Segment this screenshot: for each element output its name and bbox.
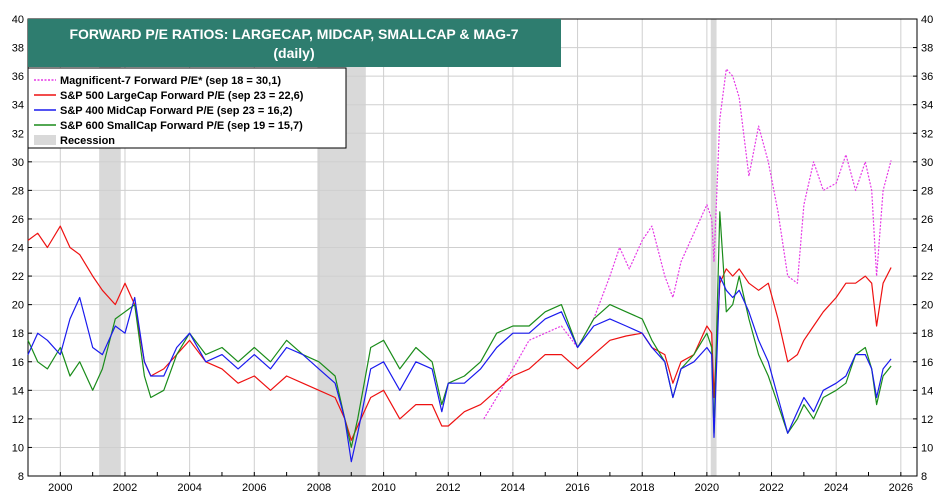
y-tick-label-right-32: 32 <box>921 128 933 140</box>
x-tick-label-2004: 2004 <box>177 482 201 494</box>
legend-label-recession: Recession <box>60 135 115 147</box>
legend-label-series-4: S&P 600 SmallCap Forward P/E (sep 19 = 1… <box>60 120 303 132</box>
y-tick-label-left-26: 26 <box>12 214 24 226</box>
y-tick-label-left-20: 20 <box>12 300 24 312</box>
x-tick-label-2018: 2018 <box>630 482 654 494</box>
x-tick-label-2002: 2002 <box>113 482 137 494</box>
chart-subtitle: (daily) <box>273 45 314 61</box>
series-lines <box>27 68 892 463</box>
x-tick-label-2014: 2014 <box>501 482 525 494</box>
series-line-3 <box>27 275 892 463</box>
x-tick-label-2006: 2006 <box>242 482 266 494</box>
y-tick-label-left-34: 34 <box>12 100 24 112</box>
y-tick-label-left-18: 18 <box>12 328 24 340</box>
y-tick-label-left-16: 16 <box>12 357 24 369</box>
legend-label-series-3: S&P 400 MidCap Forward P/E (sep 23 = 16,… <box>60 105 293 117</box>
x-tick-label-2022: 2022 <box>759 482 783 494</box>
x-tick-label-2012: 2012 <box>436 482 460 494</box>
title-box: FORWARD P/E RATIOS: LARGECAP, MIDCAP, SM… <box>28 19 561 67</box>
y-tick-label-right-8: 8 <box>921 471 927 483</box>
series-line-1 <box>483 68 892 420</box>
x-tick-label-2026: 2026 <box>889 482 913 494</box>
legend-swatch-recession <box>34 135 56 145</box>
y-tick-label-left-14: 14 <box>12 385 24 397</box>
y-tick-label-right-38: 38 <box>921 43 933 55</box>
y-tick-label-left-12: 12 <box>12 414 24 426</box>
x-tick-label-2010: 2010 <box>371 482 395 494</box>
y-tick-label-right-30: 30 <box>921 157 933 169</box>
y-tick-label-left-8: 8 <box>18 471 24 483</box>
y-tick-label-left-10: 10 <box>12 442 24 454</box>
y-tick-label-right-20: 20 <box>921 300 933 312</box>
y-tick-label-left-30: 30 <box>12 157 24 169</box>
x-tick-label-2016: 2016 <box>565 482 589 494</box>
y-tick-label-left-32: 32 <box>12 128 24 140</box>
y-tick-label-right-14: 14 <box>921 385 933 397</box>
legend-label-series-1: Magnificent-7 Forward P/E* (sep 18 = 30,… <box>60 75 281 87</box>
x-tick-label-2000: 2000 <box>48 482 72 494</box>
y-tick-label-left-36: 36 <box>12 71 24 83</box>
y-tick-label-right-18: 18 <box>921 328 933 340</box>
y-tick-label-right-12: 12 <box>921 414 933 426</box>
y-tick-label-right-26: 26 <box>921 214 933 226</box>
y-tick-label-right-24: 24 <box>921 243 933 255</box>
x-tick-label-2008: 2008 <box>307 482 331 494</box>
x-tick-label-2020: 2020 <box>695 482 719 494</box>
y-tick-label-right-10: 10 <box>921 442 933 454</box>
y-tick-label-right-36: 36 <box>921 71 933 83</box>
y-tick-label-left-22: 22 <box>12 271 24 283</box>
legend: Magnificent-7 Forward P/E* (sep 18 = 30,… <box>27 67 347 149</box>
series-line-2 <box>27 225 892 441</box>
y-tick-label-right-40: 40 <box>921 14 933 26</box>
series-line-4 <box>27 211 892 448</box>
y-tick-label-right-16: 16 <box>921 357 933 369</box>
legend-label-series-2: S&P 500 LargeCap Forward P/E (sep 23 = 2… <box>60 90 304 102</box>
y-tick-label-right-28: 28 <box>921 185 933 197</box>
chart-title: FORWARD P/E RATIOS: LARGECAP, MIDCAP, SM… <box>69 26 518 42</box>
y-tick-label-right-34: 34 <box>921 100 933 112</box>
y-tick-label-left-24: 24 <box>12 243 24 255</box>
x-tick-label-2024: 2024 <box>824 482 848 494</box>
y-tick-label-left-38: 38 <box>12 43 24 55</box>
y-tick-label-right-22: 22 <box>921 271 933 283</box>
y-tick-label-left-28: 28 <box>12 185 24 197</box>
y-tick-label-left-40: 40 <box>12 14 24 26</box>
